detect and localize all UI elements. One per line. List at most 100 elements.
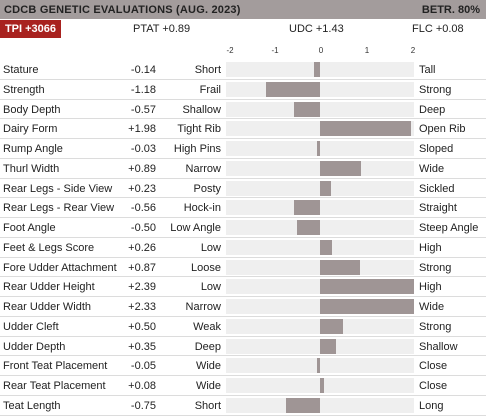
row-divider [0,118,486,120]
trait-value: -0.56 [130,202,156,215]
trait-low-label: Short [194,399,221,412]
table-row: Rear Udder Height +2.39 Low High [0,277,486,297]
trait-low-label: Shallow [182,103,221,116]
trait-bar [285,397,320,413]
trait-value: +0.26 [128,241,156,254]
trait-bar [320,160,361,176]
row-divider [0,375,486,376]
trait-value: -1.18 [130,83,156,96]
row-divider [0,296,486,297]
page-title: CDCB GENETIC EVALUATIONS (AUG. 2023) [4,3,241,16]
trait-bar [320,318,343,334]
trait-name: Rump Angle [3,143,63,155]
trait-value: -0.75 [130,399,156,412]
trait-value: -0.03 [130,143,156,155]
header-bar: CDCB GENETIC EVALUATIONS (AUG. 2023) BET… [0,0,486,19]
trait-name: Foot Angle [3,222,56,234]
trait-high-label: Sloped [419,143,454,155]
trait-value: +0.23 [128,182,156,195]
trait-value: +0.35 [128,340,156,353]
table-row: Rear Legs - Side View +0.23 Posty Sickled [0,179,486,199]
trait-value: -0.05 [130,360,156,373]
trait-low-label: Wide [195,360,221,373]
trait-bar [317,141,320,156]
trait-value: -0.14 [130,64,156,76]
trait-scale-track [226,200,414,216]
trait-name: Teat Length [3,399,61,412]
trait-high-label: Steep Angle [419,222,479,234]
trait-name: Front Teat Placement [3,360,108,373]
row-divider [0,98,486,100]
table-row: Udder Depth +0.35 Deep Shallow [0,337,486,357]
trait-bar [320,279,414,295]
trait-high-label: Shallow [419,340,458,353]
row-divider [0,197,486,199]
trait-low-label: Narrow [185,162,221,175]
trait-name: Strength [3,83,45,96]
trait-low-label: Loose [191,261,221,274]
row-divider [0,217,486,218]
table-row: Body Depth -0.57 Shallow Deep [0,100,486,120]
trait-name: Rear Teat Placement [3,380,106,392]
trait-low-label: Deep [194,340,221,353]
trait-scale-track [226,220,414,235]
trait-scale-track [226,358,414,374]
trait-high-label: Straight [419,202,457,215]
summary-row: TPI +3066 PTAT +0.89 UDC +1.43 FLC +0.08 [0,19,486,39]
trait-high-label: High [419,241,442,254]
trait-value: +0.08 [128,380,156,392]
trait-name: Rear Udder Width [3,301,92,313]
row-divider [0,276,486,278]
trait-high-label: Wide [419,162,445,175]
trait-low-label: Hock-in [183,202,221,215]
trait-low-label: Narrow [185,301,221,313]
scale-tick: -1 [271,46,279,55]
row-divider [0,78,486,80]
row-divider [0,394,486,396]
udc-value: UDC +1.43 [289,23,344,35]
trait-bar [320,121,412,137]
trait-bar [320,180,331,196]
trait-value: +0.50 [128,320,156,333]
trait-low-label: Short [194,64,221,76]
trait-name: Fore Udder Attachment [3,261,117,274]
trait-low-label: Low [200,241,221,254]
trait-name: Rear Legs - Side View [3,182,113,195]
table-row: Rump Angle -0.03 High Pins Sloped [0,139,486,159]
row-divider [0,256,486,258]
table-row: Front Teat Placement -0.05 Wide Close [0,356,486,376]
trait-high-label: Strong [419,261,452,274]
trait-high-label: Wide [419,301,445,313]
trait-bar [294,200,320,216]
trait-bar [320,338,337,354]
table-row: Udder Cleft +0.50 Weak Strong [0,317,486,337]
trait-value: +2.39 [128,281,156,294]
table-row: Feet & Legs Score +0.26 Low High [0,238,486,258]
trait-low-label: Frail [199,83,221,96]
row-divider [0,157,486,159]
table-row: Teat Length -0.75 Short Long [0,396,486,416]
table-row: Fore Udder Attachment +0.87 Loose Strong [0,258,486,278]
trait-scale-track [226,81,414,97]
row-divider [0,177,486,179]
trait-value: -0.57 [130,103,156,116]
trait-bar [320,259,361,275]
row-divider [0,138,486,139]
trait-name: Rear Udder Height [3,281,95,294]
trait-name: Rear Legs - Rear View [3,202,115,215]
row-divider [0,414,486,416]
trait-high-label: High [419,281,442,294]
trait-high-label: Long [419,399,444,412]
trait-low-label: Tight Rib [177,123,221,136]
trait-value: +2.33 [128,301,156,313]
trait-name: Feet & Legs Score [3,241,95,254]
trait-low-label: Weak [193,320,221,333]
trait-bar [293,101,320,117]
trait-bar [297,220,320,235]
row-divider [0,335,486,337]
trait-high-label: Close [419,360,448,373]
table-row: Rear Udder Width +2.33 Narrow Wide [0,297,486,317]
trait-low-label: Posty [193,182,221,195]
scale-tick: 0 [318,46,324,55]
trait-high-label: Tall [419,64,436,76]
